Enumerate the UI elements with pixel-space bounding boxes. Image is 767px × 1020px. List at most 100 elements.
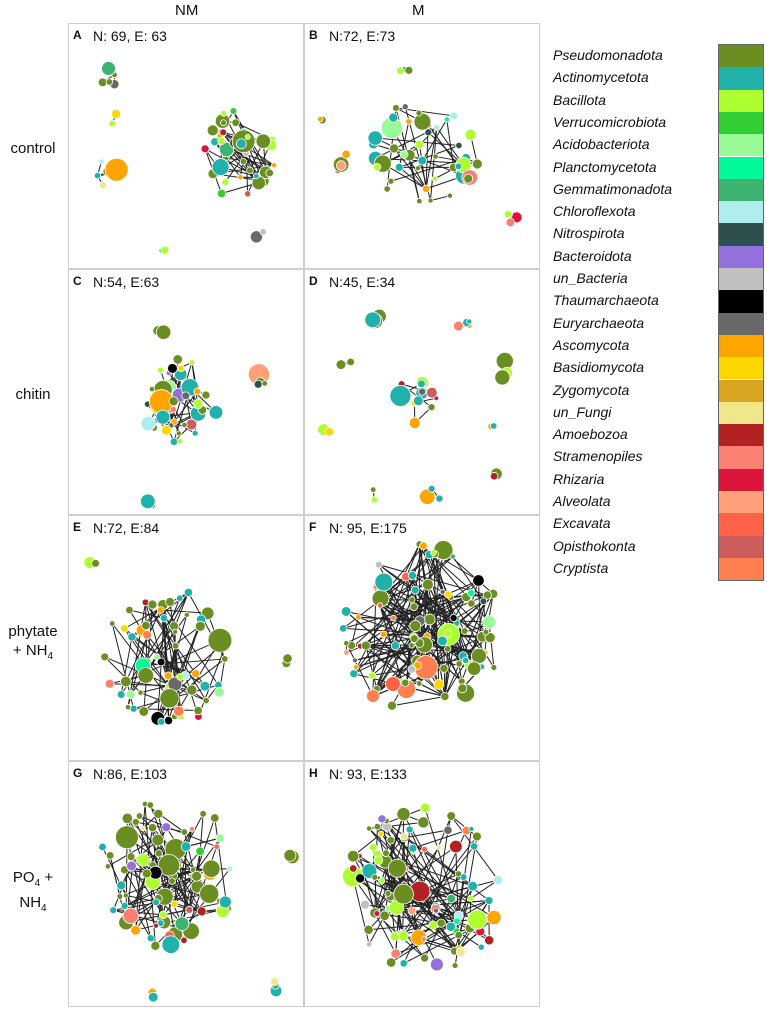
network-edge: [175, 645, 206, 687]
network-node: [363, 924, 374, 935]
network-node: [137, 689, 144, 696]
network-edge: [346, 610, 448, 634]
network-node: [270, 976, 280, 986]
network-edge: [418, 683, 446, 697]
network-node: [172, 628, 179, 635]
network-node: [408, 417, 421, 430]
legend-swatch: [719, 557, 763, 581]
legend-swatch: [719, 535, 763, 558]
network-node: [360, 640, 371, 651]
network-node: [336, 160, 347, 171]
legend-label-stramenopiles: Stramenopiles: [553, 448, 643, 465]
network-node: [181, 391, 191, 401]
network-node: [379, 630, 388, 639]
legend-label-bacillota: Bacillota: [553, 91, 606, 108]
network-edge: [390, 157, 467, 182]
network-node: [377, 830, 385, 838]
network-node: [135, 812, 144, 820]
network-node: [125, 689, 136, 700]
network-node: [368, 671, 377, 680]
network-node: [464, 128, 477, 141]
network-edge: [123, 628, 148, 663]
network-node: [220, 109, 228, 117]
network-node: [433, 123, 441, 131]
legend-swatch: [719, 134, 763, 157]
network-node: [369, 486, 377, 493]
network-node: [413, 112, 432, 131]
network-node: [216, 188, 227, 199]
network-node: [98, 842, 107, 852]
network-node: [444, 590, 453, 599]
network-node: [244, 133, 251, 140]
network-node: [443, 116, 450, 123]
network-node: [109, 620, 116, 627]
network-node: [116, 880, 127, 891]
network-node: [443, 825, 453, 835]
panel-letter: D: [309, 274, 318, 288]
network-node: [99, 181, 107, 190]
network-node: [151, 833, 165, 847]
network-edge: [371, 617, 394, 676]
network-node: [503, 210, 513, 219]
network-node: [191, 669, 201, 679]
network-node: [255, 133, 271, 149]
network-node: [340, 606, 352, 617]
network-node: [433, 907, 439, 914]
row-label-phytate-sub: 4: [47, 651, 54, 662]
network-node: [235, 138, 247, 150]
legend-label-ascomycota: Ascomycota: [553, 336, 630, 353]
network-node: [490, 422, 498, 430]
network-node: [174, 916, 190, 932]
network-edge: [224, 152, 247, 183]
network-node: [467, 895, 475, 902]
legend-label-basidiomycota: Basidiomycota: [553, 359, 645, 376]
network-node: [153, 808, 164, 819]
network-node: [365, 825, 373, 832]
network-node: [430, 957, 444, 972]
network-node: [193, 705, 203, 716]
network-edge: [163, 901, 226, 916]
network-node: [394, 162, 404, 172]
legend-swatch: [719, 513, 763, 536]
network-edge: [409, 829, 457, 932]
network-graph-b: [317, 65, 523, 228]
network-node: [409, 634, 419, 643]
legend-swatch: [719, 379, 763, 402]
network-node: [392, 104, 400, 112]
network-node: [482, 628, 490, 636]
network-node: [494, 369, 511, 386]
network-graph-f: [339, 540, 499, 711]
panel-a-control-nm: A N: 69, E: 63: [68, 23, 304, 269]
network-node: [126, 852, 136, 862]
panel-d-chitin-m: D N:45, E:34: [304, 269, 540, 515]
network-node: [395, 66, 405, 75]
network-node: [410, 585, 420, 595]
network-node: [142, 630, 152, 640]
network-node: [141, 868, 152, 879]
network-node: [440, 691, 450, 702]
network-edge: [398, 166, 427, 190]
network-node: [446, 811, 456, 821]
network-edge: [423, 545, 490, 623]
network-edge: [378, 564, 483, 638]
network-node: [417, 155, 428, 166]
network-node: [349, 669, 359, 679]
row-label-po4-sub: 4: [41, 903, 47, 914]
network-node: [451, 962, 459, 969]
network-node: [115, 825, 139, 850]
network-node: [170, 900, 179, 908]
network-node: [207, 628, 233, 653]
network-node: [449, 111, 459, 121]
network-node: [215, 833, 225, 843]
row-label-po4-plus: +: [40, 869, 54, 886]
legend-label-cryptista: Cryptista: [553, 559, 609, 576]
network-node: [180, 841, 192, 852]
legend-swatch: [719, 491, 763, 514]
panel-letter: E: [73, 520, 82, 534]
network-edge: [412, 830, 467, 849]
network-node: [347, 849, 360, 863]
legend-swatch: [719, 223, 763, 246]
network-graph-c: [140, 324, 270, 510]
network-node: [244, 190, 252, 198]
network-node: [401, 678, 410, 687]
